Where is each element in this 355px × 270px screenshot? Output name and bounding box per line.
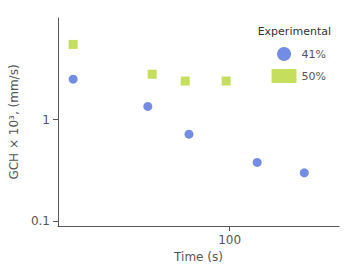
svg-text:41%: 41%	[302, 48, 326, 61]
svg-text:1: 1	[42, 113, 50, 127]
svg-text:Experimental: Experimental	[258, 25, 331, 38]
svg-text:100: 100	[218, 233, 241, 247]
svg-text:GCH × 10³, (mm/s): GCH × 10³, (mm/s)	[7, 64, 21, 179]
svg-text:50%: 50%	[302, 70, 326, 83]
svg-text:0.1: 0.1	[31, 214, 50, 228]
svg-text:Time (s): Time (s)	[173, 250, 223, 264]
